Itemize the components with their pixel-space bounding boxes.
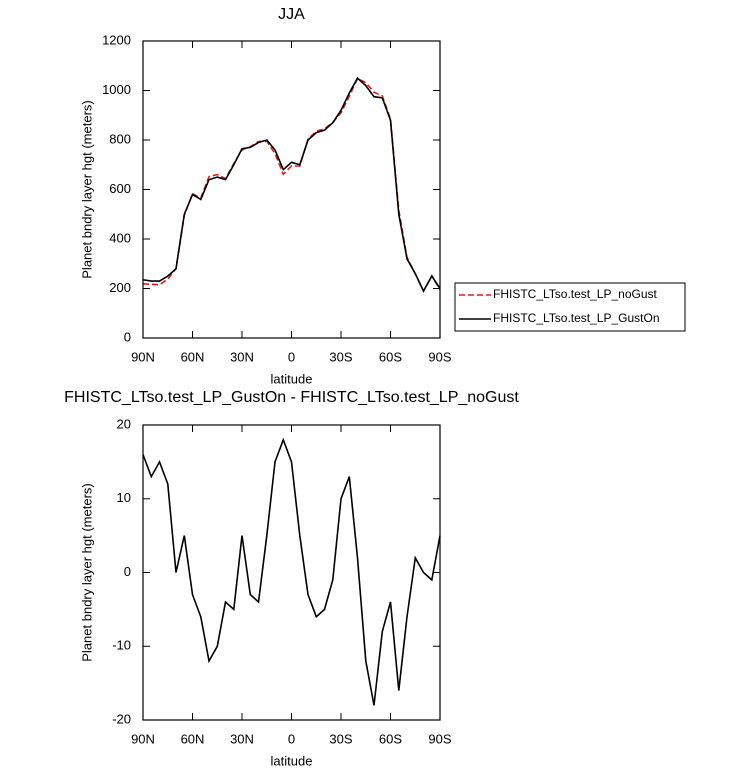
y-tick-label: 200 — [109, 280, 131, 295]
y-tick-label: 0 — [124, 329, 131, 344]
y-tick-label: 800 — [109, 131, 131, 146]
chart-title: FHISTC_LTso.test_LP_GustOn - FHISTC_LTso… — [64, 389, 519, 406]
y-tick-label: 20 — [117, 416, 131, 431]
x-tick-label: 60N — [181, 349, 205, 364]
legend-box — [454, 282, 686, 332]
legend-label: FHISTC_LTso.test_LP_GustOn — [493, 311, 660, 325]
x-axis-label: latitude — [271, 753, 313, 768]
y-tick-label: -20 — [112, 711, 131, 726]
y-tick-label: 0 — [124, 564, 131, 579]
x-tick-label: 60N — [181, 731, 205, 746]
x-tick-label: 90N — [131, 731, 155, 746]
x-tick-label: 60S — [379, 731, 402, 746]
x-tick-label: 90S — [428, 731, 451, 746]
x-tick-label: 60S — [379, 349, 402, 364]
x-axis-label: latitude — [271, 371, 313, 386]
x-tick-label: 30S — [329, 349, 352, 364]
data-line — [142, 437, 441, 706]
y-tick-label: 10 — [117, 490, 131, 505]
data-line — [142, 76, 441, 293]
x-tick-label: 0 — [288, 349, 295, 364]
plot-frame — [142, 424, 441, 721]
x-tick-label: 90N — [131, 349, 155, 364]
y-tick-label: 600 — [109, 181, 131, 196]
y-axis-label: Planet bndry layer hgt (meters) — [79, 483, 94, 661]
x-tick-label: 0 — [288, 731, 295, 746]
y-axis-label: Planet bndry layer hgt (meters) — [79, 100, 94, 278]
legend-label: FHISTC_LTso.test_LP_noGust — [493, 287, 658, 301]
x-tick-label: 30S — [329, 731, 352, 746]
y-tick-label: 1000 — [102, 82, 131, 97]
x-tick-label: 30N — [230, 349, 254, 364]
data-line — [142, 77, 441, 293]
x-tick-label: 30N — [230, 731, 254, 746]
x-tick-label: 90S — [428, 349, 451, 364]
y-tick-label: 400 — [109, 230, 131, 245]
plot-frame — [142, 40, 441, 339]
y-tick-label: -10 — [112, 638, 131, 653]
chart-title: JJA — [278, 6, 305, 23]
y-tick-label: 1200 — [102, 32, 131, 47]
